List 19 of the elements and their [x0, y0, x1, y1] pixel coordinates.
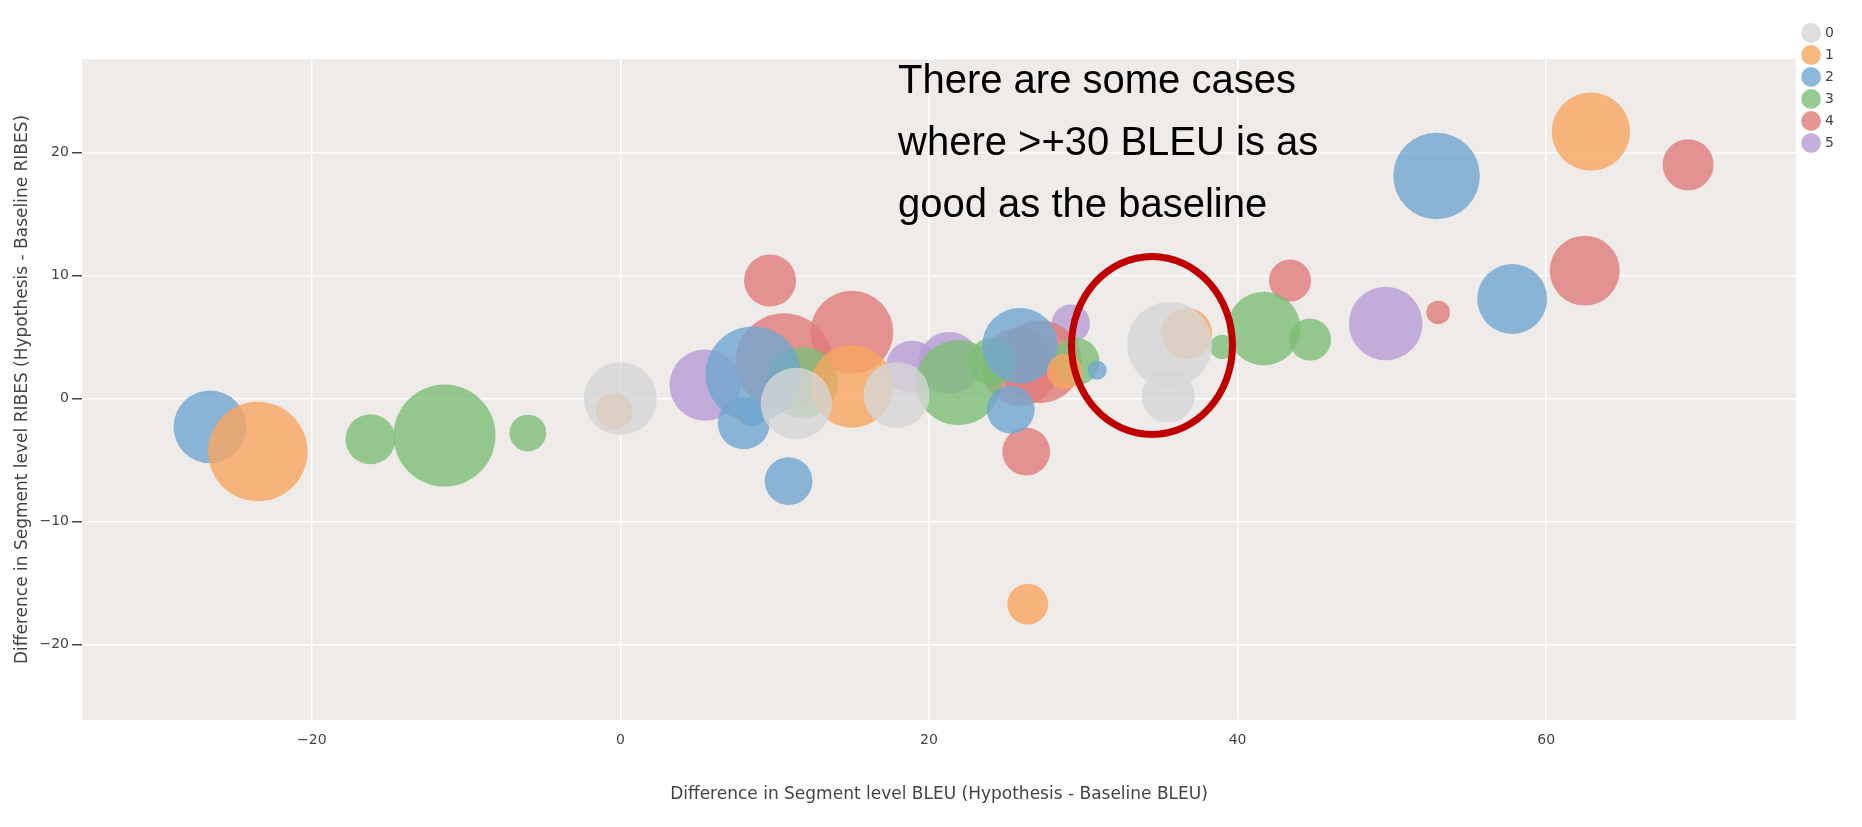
- annotation: There are some cases where >+30 BLEU is as good as the baseline: [898, 56, 1320, 227]
- legend-label: 2: [1825, 67, 1835, 84]
- y-tick-label: 10: [51, 266, 69, 283]
- x-tick-label: 40: [1228, 730, 1247, 747]
- legend-label: 1: [1825, 45, 1835, 62]
- legend-label: 3: [1825, 89, 1835, 106]
- y-tick-label: 0: [60, 389, 69, 406]
- legend-label: 0: [1825, 23, 1835, 40]
- legend-label: 4: [1825, 111, 1835, 128]
- x-tick-label: 20: [920, 730, 938, 747]
- x-axis-title: Difference in Segment level BLEU (Hypothesis - Baseline BLEU): [670, 783, 1208, 804]
- x-tick-label: 0: [615, 730, 625, 747]
- x-tick-label: 60: [1537, 730, 1556, 747]
- y-tick-label: −20: [39, 635, 69, 652]
- y-tick-label: −10: [39, 512, 69, 529]
- y-tick-label: 20: [51, 143, 69, 160]
- legend-label: 5: [1825, 133, 1835, 150]
- y-axis-title: Difference in Segment level RIBES (Hypothesis - Baseline RIBES): [10, 114, 31, 664]
- x-tick-label: −20: [297, 730, 327, 747]
